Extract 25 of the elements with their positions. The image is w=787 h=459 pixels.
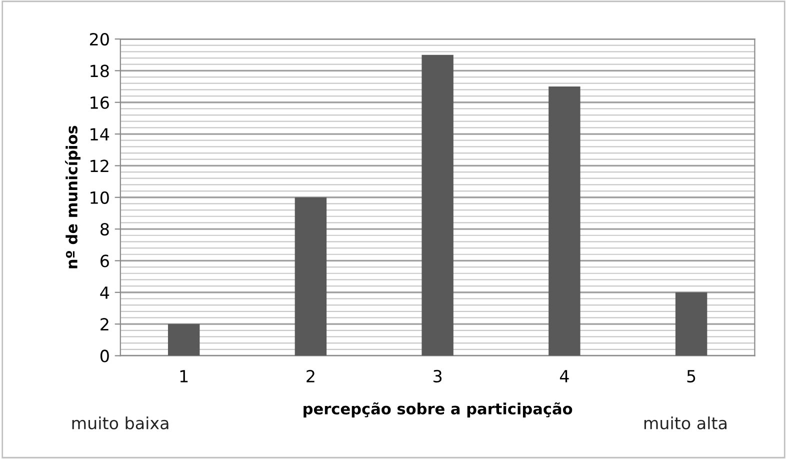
x-tick-label: 4 <box>560 370 569 382</box>
x-tick-label: 1 <box>180 370 188 382</box>
x-axis-title: percepção sobre a participação <box>304 402 572 418</box>
y-tick-label: 18 <box>90 64 109 78</box>
text: muito baixa <box>72 416 168 430</box>
y-tick-label: 16 <box>90 96 109 109</box>
bar <box>168 324 200 356</box>
y-tick-label: 2 <box>100 318 108 330</box>
bar <box>675 292 708 356</box>
text: muito alta <box>644 416 726 430</box>
y-tick-label: 10 <box>90 191 109 204</box>
bar <box>422 54 454 356</box>
x-tick-label: 3 <box>434 370 442 383</box>
x-tick-label: 2 <box>306 370 314 382</box>
y-axis-title: nº de municípios <box>65 126 80 268</box>
x-tick-label: 5 <box>687 370 696 383</box>
y-tick-label: 6 <box>100 254 109 268</box>
bar <box>548 86 580 356</box>
bar <box>294 197 327 356</box>
y-tick-label: 14 <box>90 128 110 140</box>
y-tick-label: 4 <box>100 286 110 299</box>
y-tick-label: 20 <box>90 32 109 46</box>
y-tick-label: 8 <box>100 223 109 236</box>
y-tick-label: 0 <box>100 350 109 362</box>
y-tick-label: 12 <box>90 160 108 172</box>
